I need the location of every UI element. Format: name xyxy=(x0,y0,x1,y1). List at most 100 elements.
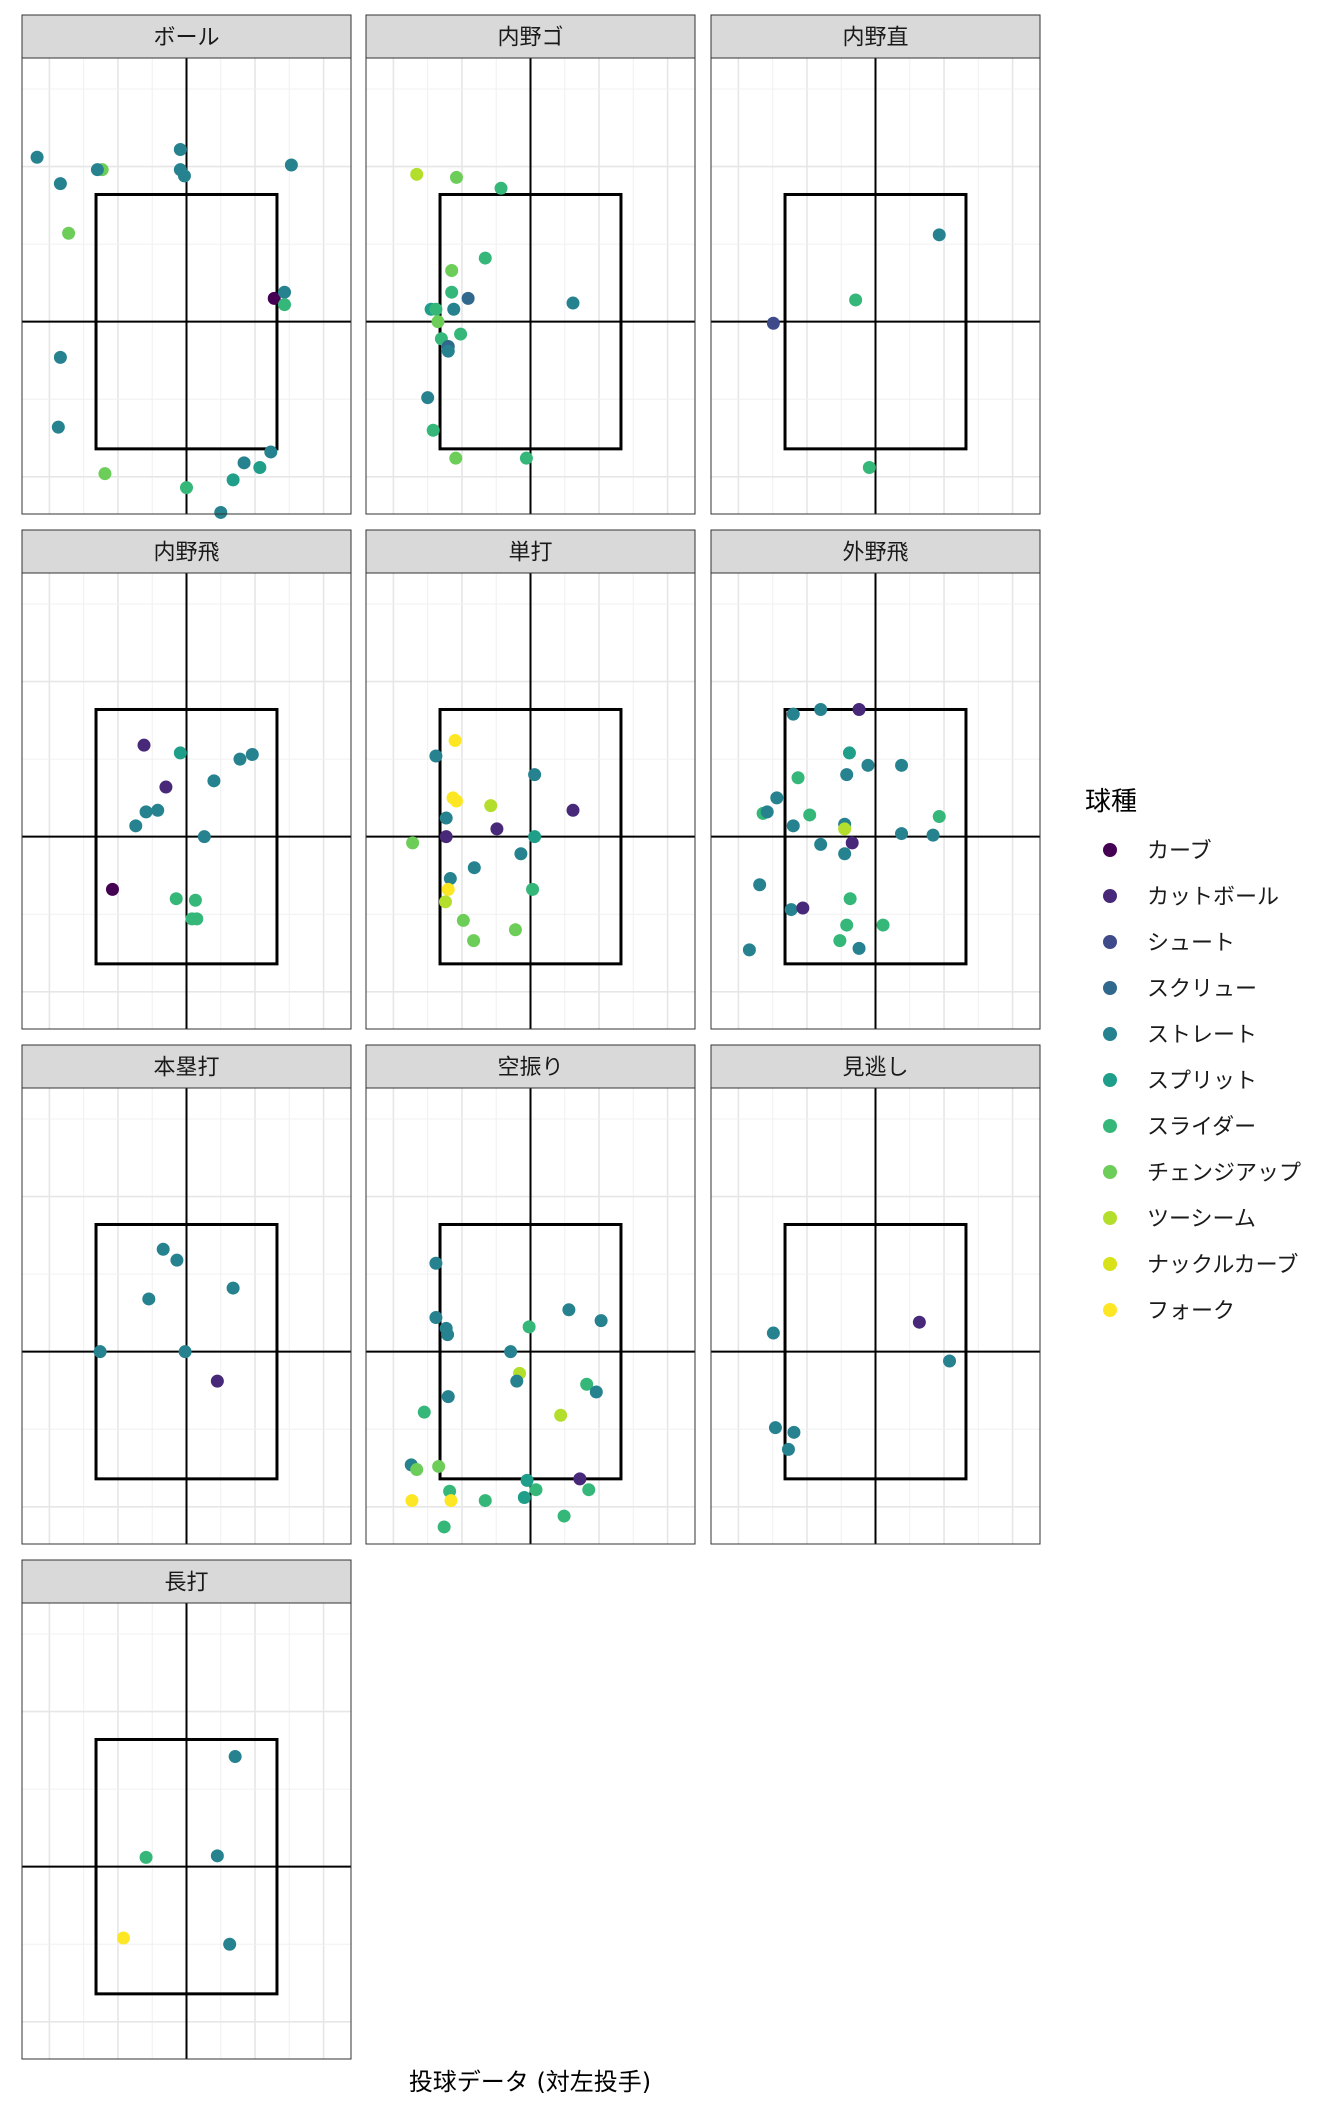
pitch-point xyxy=(510,1374,524,1388)
pitch-point xyxy=(439,895,453,909)
pitch-point xyxy=(449,794,463,808)
pitch-point xyxy=(852,702,866,716)
pitch-point xyxy=(862,460,876,474)
strike-zone xyxy=(783,707,968,966)
facet-strip xyxy=(365,14,696,59)
legend-label: スプリット xyxy=(1147,1069,1257,1094)
facet-panel: 空振り xyxy=(365,1044,696,1545)
pitch-point xyxy=(554,1408,568,1422)
pitch-point xyxy=(461,291,475,305)
pitch-point xyxy=(226,473,240,487)
facet-panel: 内野直 xyxy=(710,14,1041,515)
pitch-point xyxy=(580,1377,594,1391)
facet-strip-label: 本塁打 xyxy=(153,1056,219,1081)
pitch-point xyxy=(439,811,453,825)
legend-label: チェンジアップ xyxy=(1147,1161,1301,1186)
pitch-point xyxy=(445,285,459,299)
pitch-point xyxy=(439,830,453,844)
pitch-point xyxy=(406,836,420,850)
pitch-point xyxy=(116,1931,130,1945)
pitch-point xyxy=(445,263,459,277)
pitch-point xyxy=(852,941,866,955)
pitch-point xyxy=(223,1937,237,1951)
legend-label: フォーク xyxy=(1147,1299,1235,1324)
pitch-point xyxy=(431,315,445,329)
facet-strip-label: ボール xyxy=(153,26,219,51)
facet-panel: 内野飛 xyxy=(21,529,352,1030)
facet-panel: 長打 xyxy=(21,1559,352,2060)
pitch-point xyxy=(177,169,191,183)
pitch-point xyxy=(803,808,817,822)
pitch-point xyxy=(520,1473,534,1487)
pitch-point xyxy=(529,1483,543,1497)
pitch-point xyxy=(566,803,580,817)
pitch-point xyxy=(787,1425,801,1439)
pitch-point xyxy=(895,827,909,841)
pitch-point xyxy=(284,158,298,172)
pitch-point xyxy=(456,913,470,927)
panel-border xyxy=(21,572,352,1030)
pitch-point xyxy=(943,1354,957,1368)
strike-zone xyxy=(94,192,279,451)
pitch-point xyxy=(142,1292,156,1306)
pitch-point xyxy=(278,298,292,312)
facet-strip xyxy=(21,529,352,574)
pitch-point xyxy=(180,481,193,495)
pitch-point xyxy=(843,892,857,906)
legend-key xyxy=(1103,1303,1117,1317)
pitch-point xyxy=(768,1421,782,1435)
legend-key xyxy=(1103,1073,1117,1087)
pitch-point xyxy=(53,177,67,191)
pitch-point xyxy=(441,882,455,896)
facet-panel: 本塁打 xyxy=(21,1044,352,1545)
facet-strip-label: 長打 xyxy=(164,1571,208,1596)
legend-label: ツーシーム xyxy=(1147,1207,1256,1232)
strike-zone xyxy=(94,1737,279,1996)
facet-strip xyxy=(21,14,352,59)
pitch-point xyxy=(62,226,76,240)
pitch-point xyxy=(410,167,424,181)
pitch-point xyxy=(876,918,890,932)
pitch-point xyxy=(53,350,67,364)
legend-title: 球種 xyxy=(1085,787,1137,817)
panel-border xyxy=(365,57,696,515)
pitch-point xyxy=(233,752,247,766)
pitch-point xyxy=(432,1459,446,1473)
pitch-point xyxy=(447,302,461,316)
pitch-point xyxy=(840,918,854,932)
pitch-point xyxy=(895,758,909,772)
pitch-point xyxy=(784,903,798,917)
pitch-point xyxy=(467,934,481,948)
pitch-point xyxy=(190,912,204,926)
pitch-point xyxy=(504,1345,518,1359)
facet-strip xyxy=(365,1044,696,1089)
pitch-point xyxy=(932,228,946,242)
legend-key xyxy=(1103,889,1117,903)
pitch-point xyxy=(760,805,774,819)
pitch-point xyxy=(51,420,65,434)
pitch-point xyxy=(151,803,165,817)
pitch-point xyxy=(766,316,780,330)
pitch-point xyxy=(264,445,278,459)
pitch-point xyxy=(833,934,847,948)
pitch-point xyxy=(845,836,859,850)
pitch-point xyxy=(912,1315,926,1329)
pitch-point xyxy=(781,1442,795,1456)
legend-label: カットボール xyxy=(1147,885,1279,910)
pitch-point xyxy=(449,170,463,184)
pitch-point xyxy=(228,1750,242,1764)
panel-border xyxy=(365,572,696,1030)
facet-panel: ボール xyxy=(21,14,352,519)
pitch-point xyxy=(173,746,187,760)
pitch-point xyxy=(90,163,104,177)
pitch-point xyxy=(753,878,767,892)
pitch-point xyxy=(557,1509,571,1523)
pitch-point xyxy=(156,1242,170,1256)
pitch-point xyxy=(838,822,852,836)
pitch-point xyxy=(932,810,946,824)
pitch-point xyxy=(410,1463,424,1477)
pitch-point xyxy=(129,819,143,833)
pitch-point xyxy=(926,828,940,842)
pitch-point xyxy=(814,837,828,851)
